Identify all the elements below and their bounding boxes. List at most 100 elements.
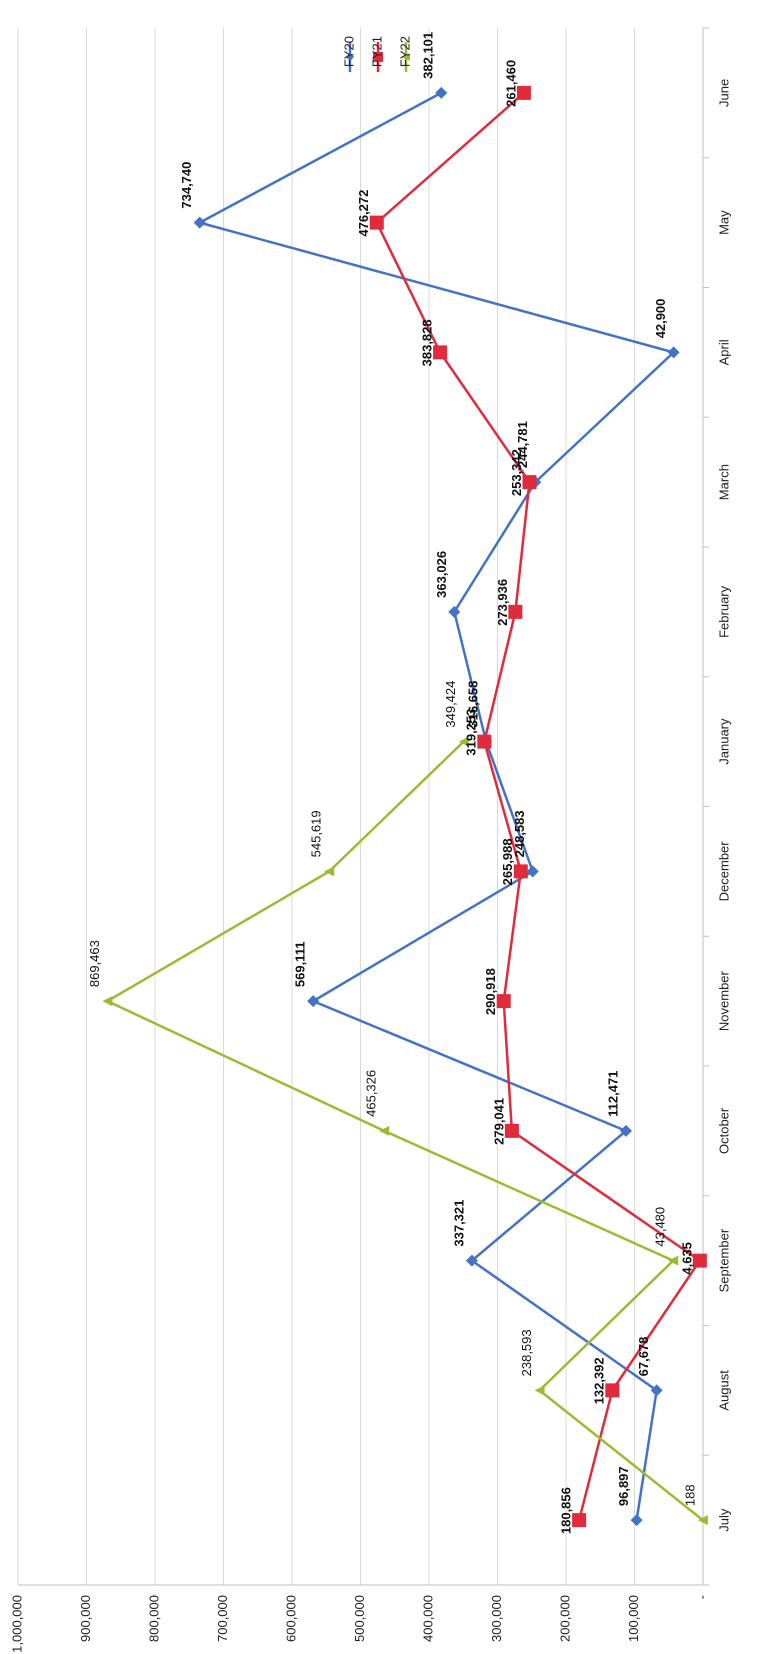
data-label-fy21: 290,918 [483, 968, 498, 1015]
gridlines [17, 28, 704, 1586]
data-point-fy22 [458, 736, 469, 747]
legend-label-fy20: FY20 [341, 36, 356, 67]
data-point-fy21 [508, 604, 523, 619]
data-point-fy20 [435, 86, 448, 99]
data-point-fy20 [465, 1254, 478, 1267]
data-label-fy22: 238,593 [519, 1329, 534, 1376]
data-label-fy20: 316,658 [466, 681, 481, 728]
y-tick-label: 200,000 [557, 1595, 572, 1642]
data-label-fy21: 319,253 [464, 709, 479, 756]
data-label-fy20: 42,900 [653, 299, 668, 339]
x-tick-label: August [716, 1370, 731, 1411]
data-label-fy21: 253,342 [509, 449, 524, 496]
data-label-fy22: 188 [682, 1484, 697, 1506]
data-point-fy21 [433, 345, 448, 360]
x-tick-label: October [716, 1107, 731, 1154]
data-point-fy21 [504, 1123, 519, 1138]
data-label-fy22: 349,424 [443, 681, 458, 728]
data-label-fy22: 43,480 [653, 1207, 668, 1247]
data-point-fy20 [630, 1514, 643, 1527]
legend-marker-fy21 [373, 52, 383, 62]
data-point-fy22 [668, 1255, 679, 1266]
data-point-fy21 [605, 1383, 620, 1398]
data-label-fy22: 869,463 [87, 940, 102, 987]
x-tick-label: November [716, 970, 731, 1031]
data-label-fy21: 180,856 [559, 1487, 574, 1534]
x-tick-label: May [716, 210, 731, 235]
data-label-fy21: 261,460 [503, 60, 518, 107]
y-tick-label: 100,000 [626, 1595, 641, 1642]
data-point-fy22 [534, 1385, 545, 1396]
data-label-fy20: 569,111 [293, 942, 308, 988]
x-tick-label: July [716, 1508, 731, 1532]
data-point-fy22 [379, 1125, 390, 1136]
data-label-fy20: 244,781 [515, 421, 530, 468]
data-point-fy20 [667, 346, 680, 359]
data-label-fy20: 337,321 [451, 1200, 466, 1247]
y-tick-label: 1,000,000 [9, 1595, 24, 1653]
data-point-fy21 [522, 475, 537, 490]
series-line-fy21 [375, 91, 702, 1521]
data-point-fy20 [307, 995, 320, 1008]
data-point-fy22 [697, 1515, 708, 1526]
series-line-fy20 [198, 91, 675, 1521]
data-point-fy21 [496, 994, 511, 1009]
series-lines [106, 91, 704, 1522]
legend-marker-fy22 [402, 53, 410, 61]
data-point-fy21 [692, 1253, 707, 1268]
x-tick-label: February [716, 585, 731, 638]
y-tick-label: - [694, 1595, 709, 1599]
series-markers [102, 85, 708, 1528]
data-point-fy21 [513, 864, 528, 879]
legend: FY20 FY21 FY22 [341, 36, 412, 72]
data-label-fy21: 476,272 [356, 190, 371, 237]
data-labels: 96,897 67,678 337,321 112,471 569,111 248,583… [87, 32, 697, 1534]
data-label-fy20: 96,897 [616, 1466, 631, 1506]
series-line-fy22 [106, 740, 704, 1522]
data-label-fy20: 363,026 [434, 551, 449, 598]
data-point-fy21 [369, 215, 384, 230]
data-label-fy20: 382,101 [421, 32, 436, 79]
legend-marker-fy20 [346, 53, 354, 61]
x-tick-label: April [716, 339, 731, 365]
x-tick-label: June [716, 79, 731, 107]
x-tick-label: January [716, 718, 731, 765]
x-tick-label: December [716, 841, 731, 902]
data-label-fy22: 465,326 [364, 1070, 379, 1117]
data-point-fy20 [619, 1124, 632, 1137]
data-point-fy20 [650, 1384, 663, 1397]
data-label-fy20: 248,583 [512, 810, 527, 857]
data-label-fy21: 265,988 [500, 838, 515, 885]
data-label-fy21: 132,392 [592, 1357, 607, 1404]
y-tick-label: 300,000 [489, 1595, 504, 1642]
data-point-fy20 [193, 216, 206, 229]
x-tick-label: March [716, 464, 731, 500]
y-tick-label: 800,000 [146, 1595, 161, 1642]
data-label-fy21: 4,635 [679, 1242, 694, 1275]
data-point-fy22 [102, 996, 113, 1007]
y-tick-label: 500,000 [352, 1595, 367, 1642]
data-label-fy20: 67,678 [636, 1337, 651, 1377]
y-tick-label: 700,000 [215, 1595, 230, 1642]
y-tick-label: 900,000 [78, 1595, 93, 1642]
data-label-fy20: 112,471 [605, 1071, 620, 1117]
data-label-fy20: 734,740 [179, 162, 194, 209]
data-point-fy21 [516, 85, 531, 100]
data-label-fy21: 273,936 [495, 579, 510, 626]
y-tick-label: 600,000 [283, 1595, 298, 1642]
x-tick-label: September [716, 1228, 731, 1292]
data-point-fy20 [526, 865, 539, 878]
data-point-fy21 [572, 1513, 587, 1528]
data-point-fy22 [324, 866, 335, 877]
data-label-fy21: 279,041 [491, 1098, 506, 1145]
data-label-fy22: 545,619 [309, 810, 324, 857]
data-point-fy20 [448, 605, 461, 618]
x-axis-ticks: July August September October November Decemb… [703, 27, 731, 1586]
legend-label-fy21: FY21 [369, 36, 384, 67]
y-axis-ticks: - 100,000 200,000 300,000 400,000 500,000 600,… [9, 1595, 709, 1653]
legend-label-fy22: FY22 [397, 36, 412, 67]
data-point-fy21 [477, 734, 492, 749]
data-label-fy21: 383,828 [420, 319, 435, 366]
y-tick-label: 400,000 [420, 1595, 435, 1642]
